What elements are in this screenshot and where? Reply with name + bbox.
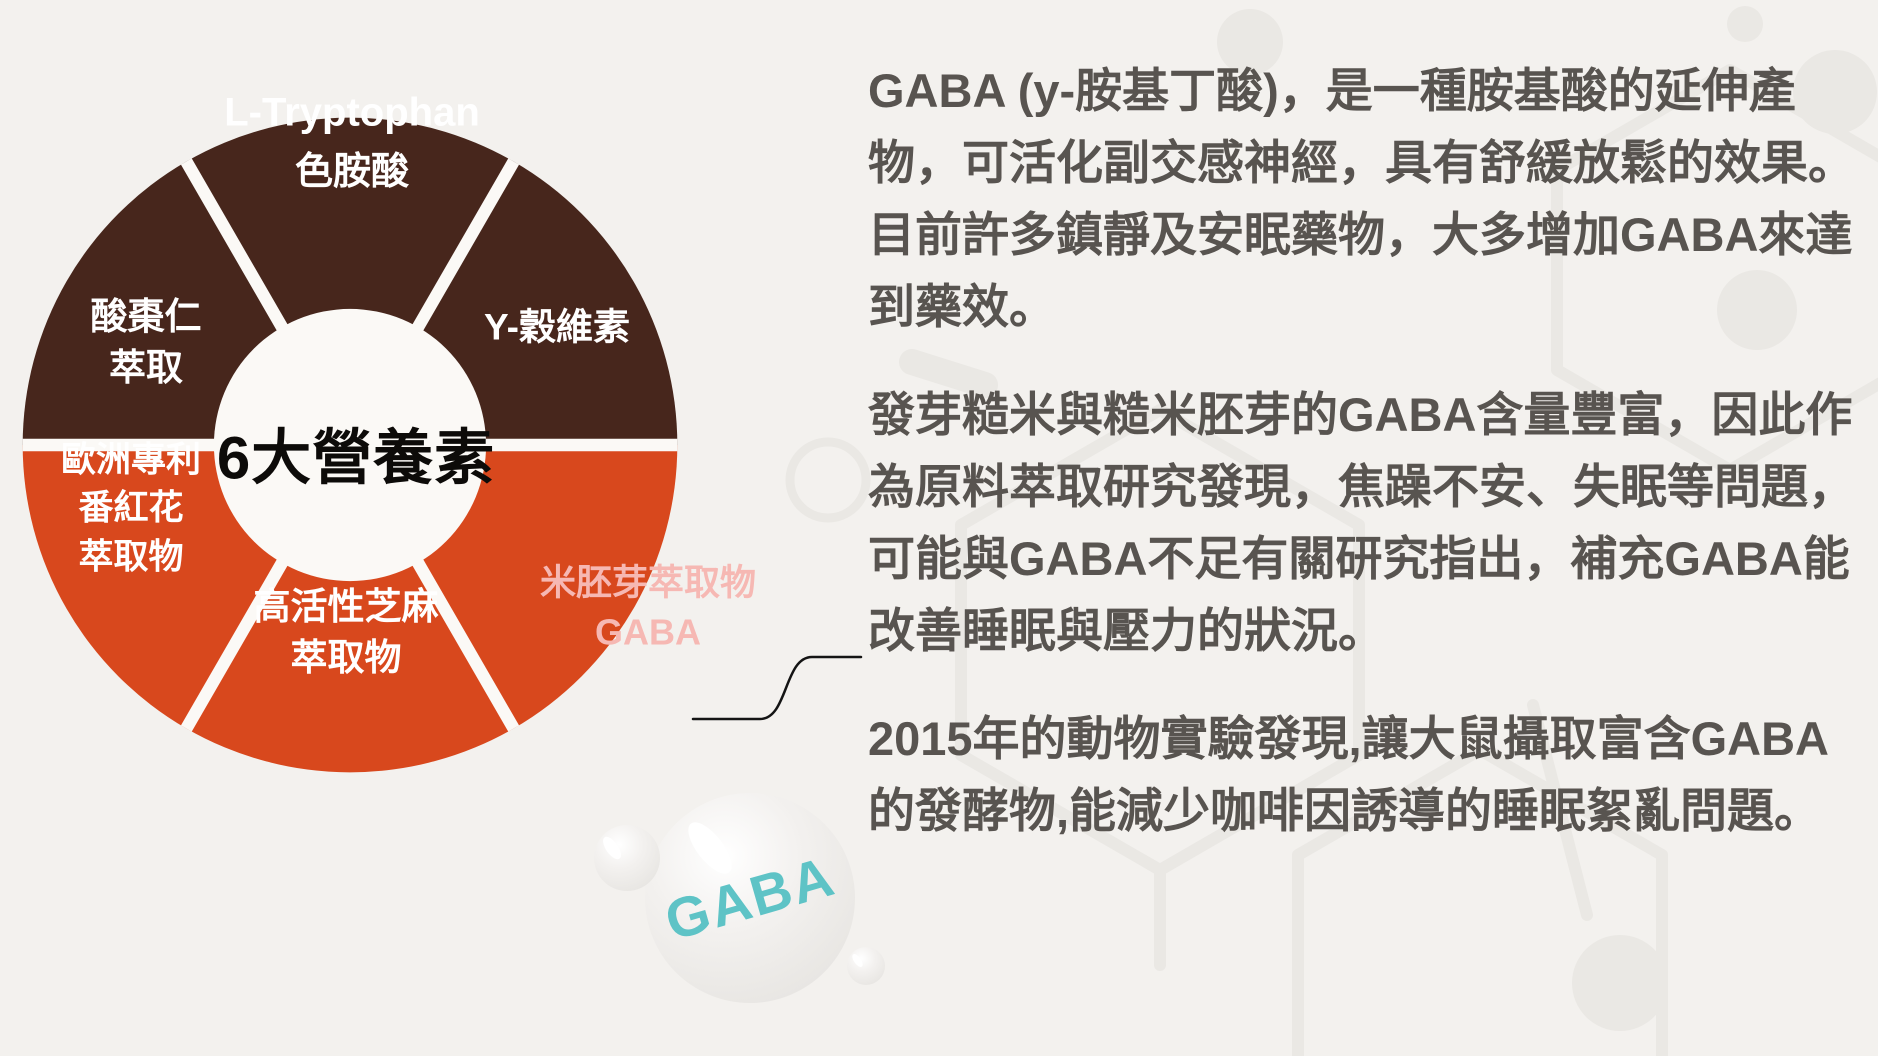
hexagon-decoration bbox=[1292, 744, 1668, 1056]
molecule-node-circle bbox=[1217, 9, 1283, 75]
bubble-small-left bbox=[594, 825, 660, 891]
molecule-node-circle bbox=[785, 437, 871, 523]
bubble-small-right bbox=[847, 947, 885, 985]
donut-center-title: 6大營養素 bbox=[216, 424, 496, 492]
six-nutrients-donut-chart bbox=[22, 117, 678, 773]
paragraph-gaba-experiment: 2015年的動物實驗發現,讓大鼠攝取富含GABA 的發酵物,能減少咖啡因誘導的睡… bbox=[868, 712, 1829, 837]
molecule-node-circle bbox=[1793, 50, 1877, 134]
bond-line-decoration bbox=[1527, 699, 1593, 921]
molecule-node-circle bbox=[1717, 270, 1797, 350]
paragraph-gaba-intro: GABA (y-胺基丁酸)，是一種胺基酸的延伸產 物，可活化副交感神經，具有舒緩… bbox=[868, 64, 1855, 333]
molecule-node-circle bbox=[1572, 935, 1668, 1031]
segment-label-gamma-oryzanol: Y-穀維素 bbox=[484, 306, 630, 348]
segment-tryptophan bbox=[186, 117, 514, 445]
segment-label-sesame: 高活性芝麻 萃取物 bbox=[253, 585, 439, 678]
segment-label-tryptophan-zh: 色胺酸 bbox=[294, 150, 410, 193]
donut-inner-circle bbox=[213, 308, 487, 582]
hexagon-decoration bbox=[1551, 64, 1878, 476]
segment-label-tryptophan-en: L-Tryptophan bbox=[224, 90, 480, 135]
paragraph-gaba-research: 發芽糙米與糙米胚芽的GABA含量豐富，因此作 為原料萃取研究發現，焦躁不安、失眠… bbox=[868, 388, 1855, 657]
molecule-node-circle bbox=[1727, 6, 1763, 42]
segment-label-rice-germ: 米胚芽萃取物 GABA bbox=[539, 561, 757, 652]
segment-label-saffron: 歐洲專利 番紅花 萃取物 bbox=[60, 440, 202, 577]
bond-line-decoration bbox=[899, 349, 998, 398]
segment-sesame bbox=[186, 445, 514, 773]
segment-label-suanzaoren: 酸棗仁 萃取 bbox=[90, 295, 202, 388]
gaba-bubble-large: GABA bbox=[645, 793, 855, 1003]
description-text-column: GABA (y-胺基丁酸)，是一種胺基酸的延伸產 物，可活化副交感神經，具有舒緩… bbox=[868, 55, 1868, 883]
